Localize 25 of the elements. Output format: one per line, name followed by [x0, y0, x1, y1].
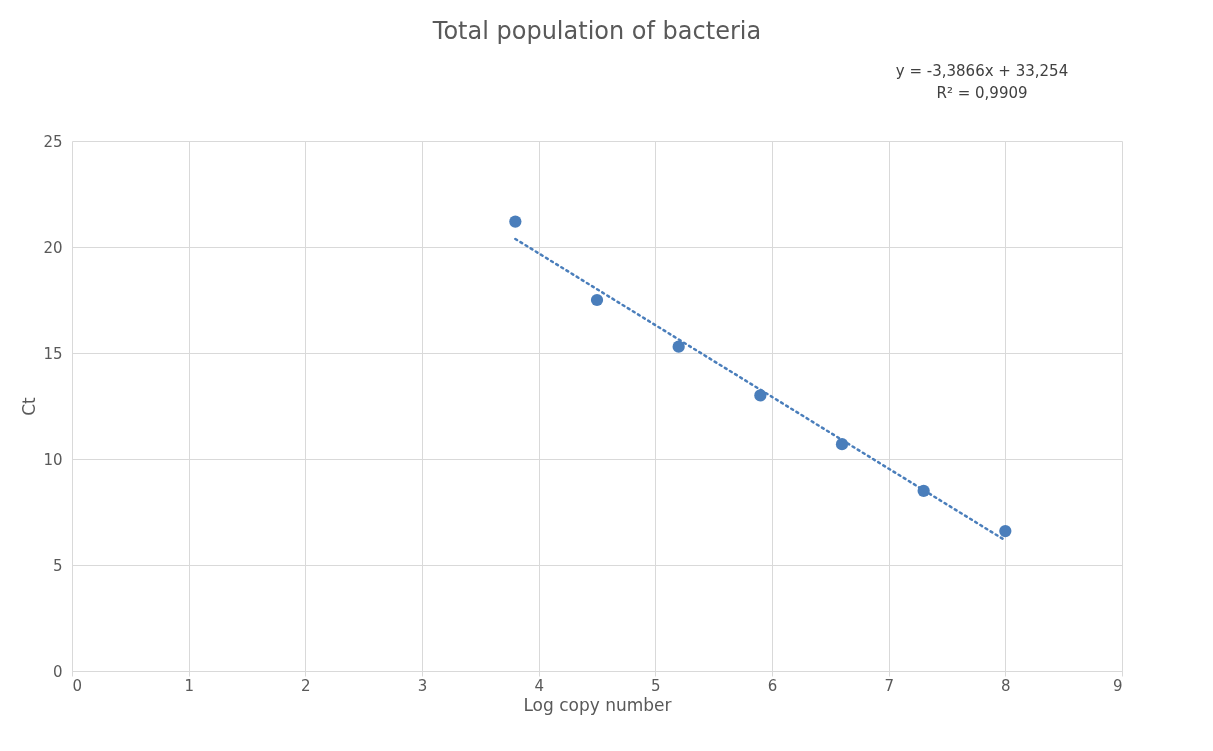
x-tick-label: 9 — [1112, 676, 1123, 695]
x-tick-label: 6 — [767, 676, 778, 695]
chart-title: Total population of bacteria — [431, 17, 762, 45]
y-tick-label: 0 — [52, 662, 63, 681]
x-axis-title: Log copy number — [523, 694, 672, 715]
x-tick-label: 2 — [301, 676, 311, 695]
x-tick-label: 5 — [651, 676, 661, 695]
point — [672, 340, 685, 353]
y-tick-label: 15 — [43, 344, 63, 363]
x-tick-label: 8 — [1001, 676, 1011, 695]
y-tick-label: 25 — [43, 132, 63, 151]
y-tick-label: 20 — [43, 238, 63, 257]
x-tick-label: 1 — [184, 676, 194, 695]
point — [590, 293, 604, 307]
point — [509, 215, 522, 228]
text: R² = 0,9909 — [936, 84, 1028, 102]
y-tick-label: 10 — [43, 450, 63, 469]
x-tick-label: 0 — [72, 676, 83, 695]
x-tick-label: 7 — [884, 676, 894, 695]
y-tick-label: 5 — [52, 556, 63, 575]
x-tick-label: 3 — [417, 676, 428, 695]
y-axis-title: Ct — [19, 396, 40, 416]
x-tick-label: 4 — [534, 676, 544, 695]
text: y = -3,3866x + 33,254 — [895, 62, 1069, 80]
point — [999, 524, 1012, 538]
